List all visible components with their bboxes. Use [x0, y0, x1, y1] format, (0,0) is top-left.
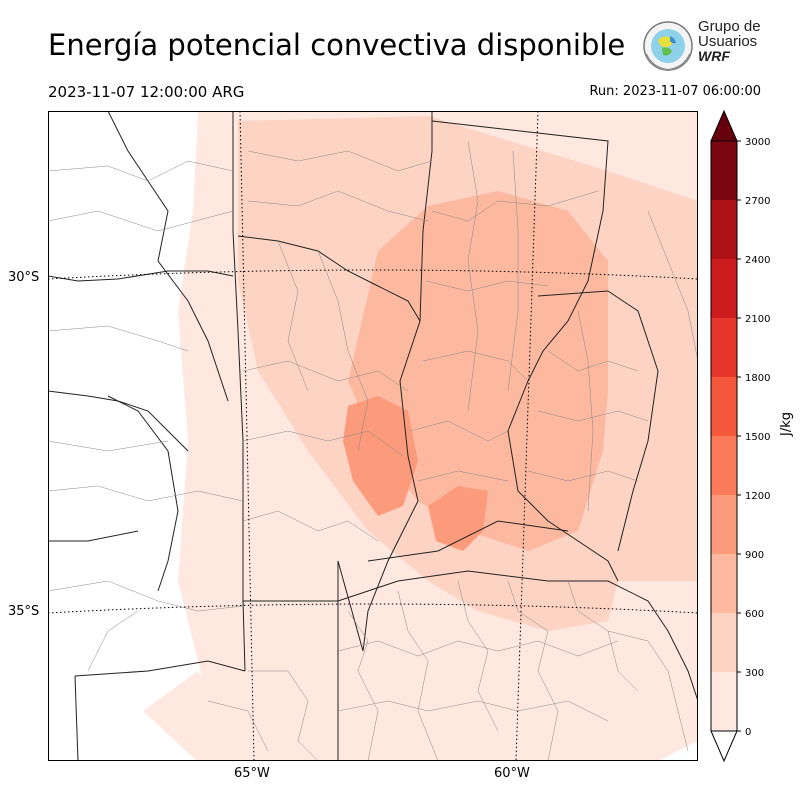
colorbar-segment [711, 436, 737, 495]
colorbar-tick-label: 2700 [745, 196, 770, 207]
globe-icon [643, 21, 693, 72]
colorbar-segment [711, 200, 737, 259]
colorbar-unit-label: J/kg [779, 412, 794, 436]
colorbar-segment [711, 259, 737, 318]
page-title: Energía potencial convectiva disponible [48, 28, 626, 62]
department-boundaries [48, 140, 698, 761]
colorbar-segment [711, 141, 737, 200]
colorbar-segment [711, 377, 737, 436]
valid-time: 2023-11-07 12:00:00 ARG [48, 83, 245, 101]
colorbar-over-triangle [710, 109, 738, 142]
colorbar-tick-label: 1200 [745, 491, 770, 502]
colorbar-segment [711, 318, 737, 377]
colorbar-segment [711, 613, 737, 672]
logo-line-2: Usuarios [698, 33, 758, 50]
colorbar-tick-label: 1500 [745, 432, 770, 443]
logo-line-3: WRF [698, 48, 730, 64]
lon-label-60w: 60°W [494, 766, 530, 781]
graticule [48, 111, 698, 761]
colorbar-tick-label: 2100 [745, 314, 770, 325]
cape-shading [143, 111, 698, 761]
logo-line-1: Grupo de [698, 18, 761, 35]
colorbar: 0 300 600 900 1200 1500 1800 2100 2400 2700 3000 [700, 100, 800, 780]
colorbar-tick-label: 600 [745, 609, 764, 620]
colorbar-tick-label: 3000 [745, 137, 770, 148]
colorbar-segment [711, 554, 737, 613]
colorbar-tick-label: 300 [745, 668, 764, 679]
colorbar-tick-label: 900 [745, 550, 764, 561]
lat-label-35s: 35°S [8, 604, 40, 619]
colorbar-under-triangle [710, 730, 738, 763]
colorbar-segment [711, 495, 737, 554]
cape-map [48, 111, 698, 761]
colorbar-tick-label: 0 [745, 727, 751, 738]
colorbar-segment [711, 672, 737, 731]
run-time: Run: 2023-11-07 06:00:00 [589, 84, 761, 99]
lon-label-65w: 65°W [234, 766, 270, 781]
lat-label-30s: 30°S [8, 270, 40, 285]
colorbar-tick-label: 1800 [745, 373, 770, 384]
colorbar-tick-label: 2400 [745, 255, 770, 266]
wrf-logo: Grupo de Usuarios WRF [638, 18, 768, 74]
